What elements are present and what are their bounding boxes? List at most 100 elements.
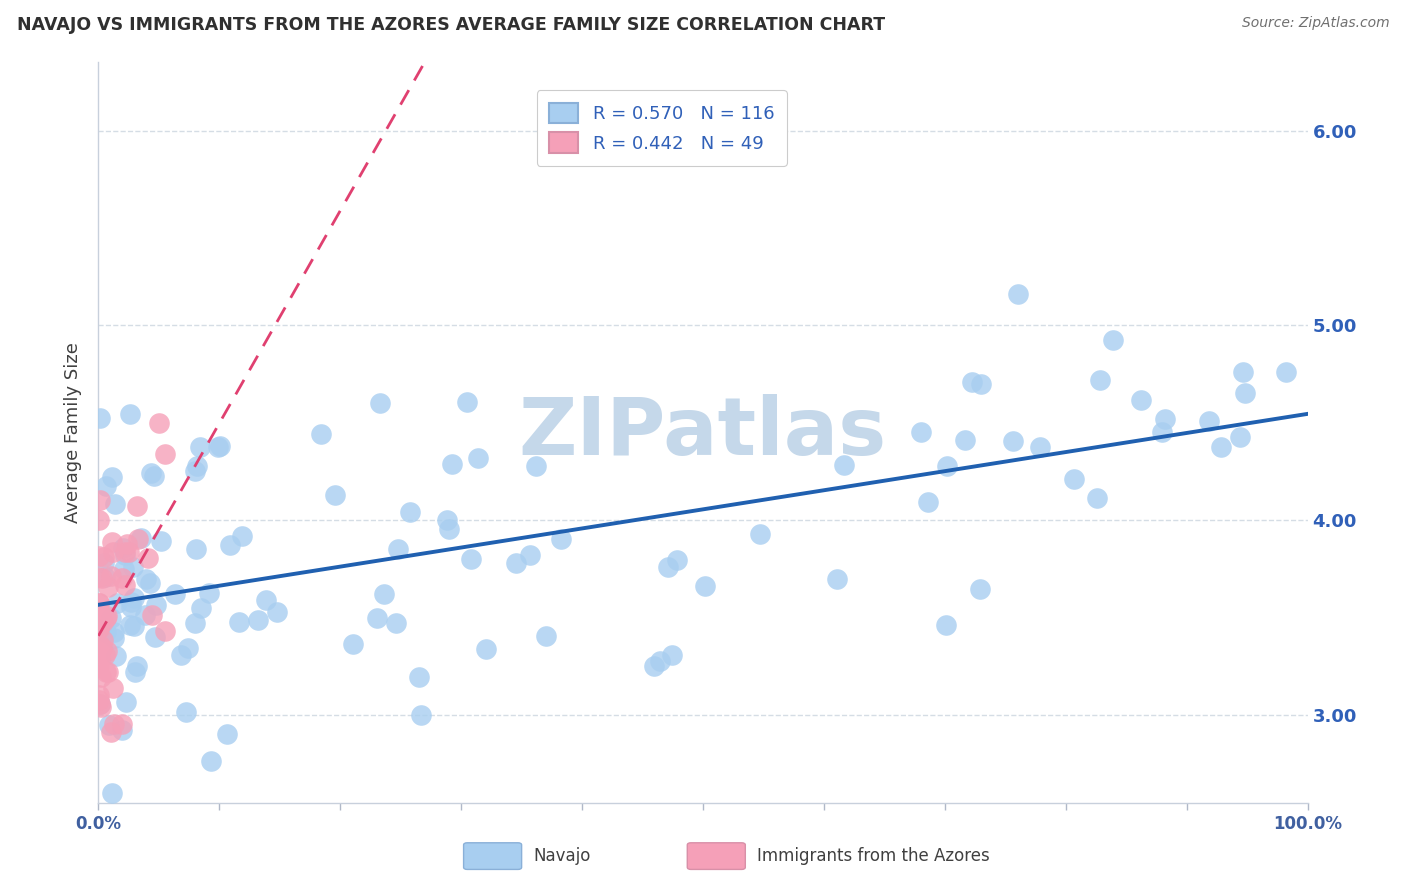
Point — [1002, 434, 1025, 449]
Point — [1101, 334, 1123, 348]
Point — [440, 457, 463, 471]
Point — [153, 447, 176, 461]
Point — [910, 425, 932, 439]
Point — [111, 570, 134, 584]
Point — [935, 617, 957, 632]
Point — [657, 559, 679, 574]
Point — [661, 648, 683, 662]
Point — [97, 665, 120, 679]
Point — [97, 718, 120, 732]
Point — [90, 571, 112, 585]
Point — [100, 469, 122, 483]
Point — [112, 541, 135, 555]
Point — [219, 538, 242, 552]
Point — [1154, 412, 1177, 426]
Point — [139, 466, 162, 480]
Point — [118, 407, 141, 421]
Point — [1085, 491, 1108, 506]
Point — [748, 527, 770, 541]
Point — [118, 545, 141, 559]
Point — [149, 533, 172, 548]
Point — [89, 698, 111, 712]
Point — [112, 562, 135, 576]
Text: Immigrants from the Azores: Immigrants from the Azores — [758, 847, 990, 865]
Point — [174, 705, 197, 719]
Point — [170, 648, 193, 662]
Point — [94, 625, 117, 640]
Point — [550, 532, 572, 546]
Point — [456, 394, 478, 409]
Point — [370, 396, 392, 410]
Point — [139, 575, 162, 590]
Point — [90, 609, 112, 624]
Point — [89, 638, 111, 652]
Point — [408, 670, 430, 684]
Point — [103, 625, 125, 640]
Point — [183, 616, 205, 631]
Text: ZIPatlas: ZIPatlas — [519, 393, 887, 472]
Point — [832, 458, 855, 473]
FancyBboxPatch shape — [688, 843, 745, 870]
Point — [93, 648, 115, 663]
Point — [953, 434, 976, 448]
Point — [91, 640, 114, 655]
Point — [917, 495, 939, 509]
Point — [89, 493, 111, 508]
Point — [90, 700, 112, 714]
Point — [134, 607, 156, 622]
Point — [94, 611, 117, 625]
Point — [100, 611, 122, 625]
Point — [467, 450, 489, 465]
Point — [198, 585, 221, 599]
Point — [103, 717, 125, 731]
Point — [208, 439, 231, 453]
Point — [87, 692, 110, 706]
Text: Navajo: Navajo — [534, 847, 591, 865]
Point — [104, 648, 127, 663]
Point — [143, 630, 166, 644]
Point — [96, 644, 118, 658]
Point — [148, 416, 170, 430]
Point — [87, 570, 110, 584]
Point — [1229, 430, 1251, 444]
Point — [474, 641, 496, 656]
Point — [114, 544, 136, 558]
Point — [366, 611, 388, 625]
Point — [190, 440, 212, 454]
Point — [87, 596, 110, 610]
Point — [125, 499, 148, 513]
Point — [142, 468, 165, 483]
Text: Source: ZipAtlas.com: Source: ZipAtlas.com — [1241, 16, 1389, 30]
Point — [122, 559, 145, 574]
Point — [643, 659, 665, 673]
Point — [101, 545, 124, 559]
Point — [114, 548, 136, 562]
Point — [96, 609, 118, 624]
Point — [373, 587, 395, 601]
Point — [115, 695, 138, 709]
Point — [100, 786, 122, 800]
Point — [1029, 440, 1052, 454]
Point — [100, 569, 122, 583]
Point — [101, 535, 124, 549]
Point — [93, 557, 115, 571]
Point — [200, 754, 222, 768]
Point — [1232, 365, 1254, 379]
Point — [1088, 374, 1111, 388]
Point — [960, 376, 983, 390]
Point — [141, 608, 163, 623]
Point — [693, 579, 716, 593]
Point — [89, 660, 111, 674]
Point — [399, 505, 422, 519]
Point — [127, 658, 149, 673]
Point — [1234, 386, 1257, 401]
Point — [87, 596, 110, 610]
Point — [184, 464, 207, 478]
Point — [145, 598, 167, 612]
Point — [323, 488, 346, 502]
Legend: R = 0.570   N = 116, R = 0.442   N = 49: R = 0.570 N = 116, R = 0.442 N = 49 — [537, 90, 787, 166]
Point — [129, 531, 152, 545]
Point — [135, 572, 157, 586]
Point — [89, 607, 111, 621]
Point — [215, 727, 238, 741]
